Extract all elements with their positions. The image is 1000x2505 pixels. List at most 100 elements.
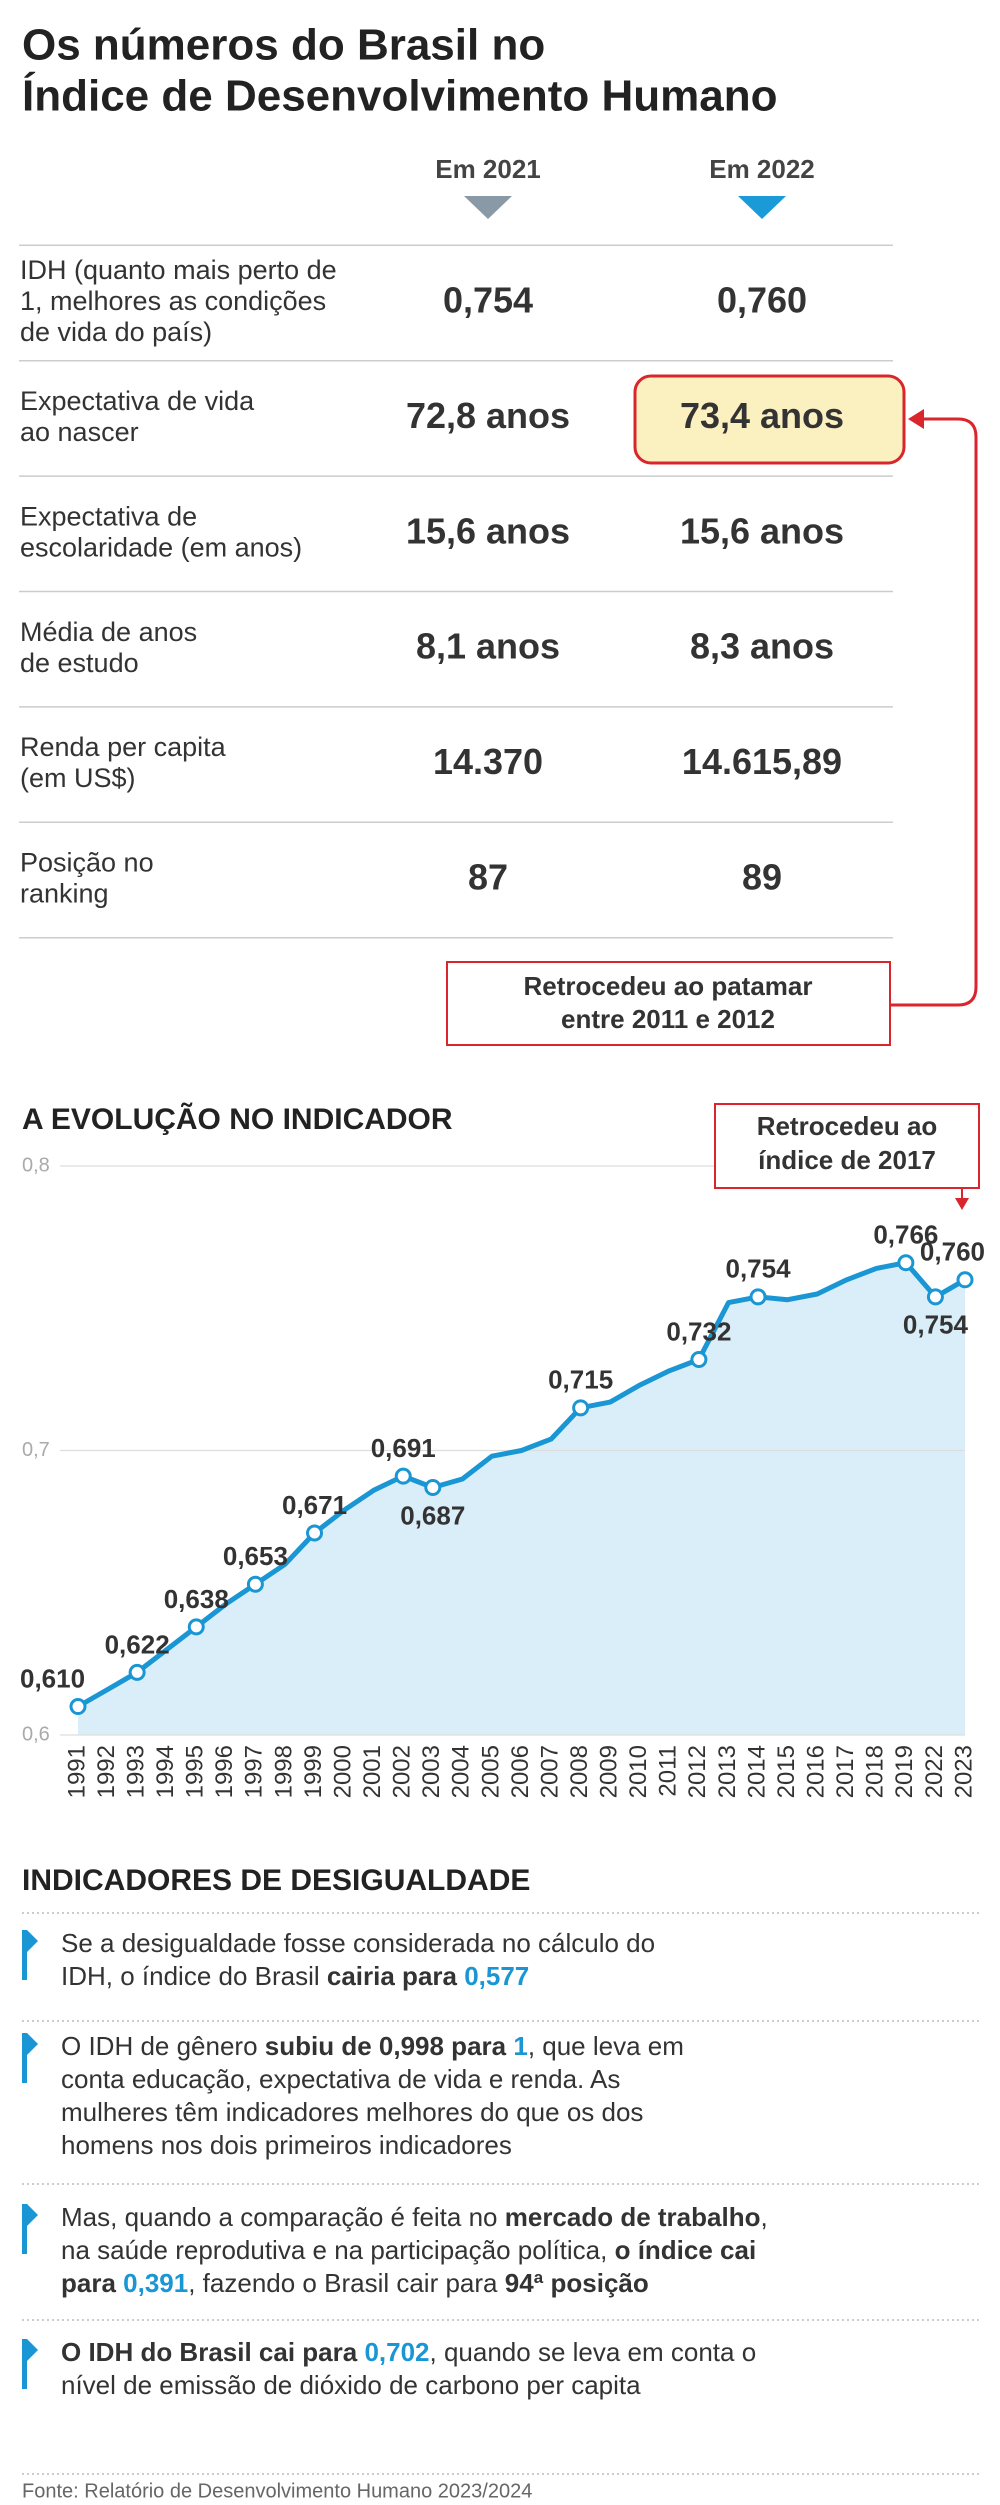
x-tick-label: 2012 — [684, 1745, 711, 1798]
header-triangle — [464, 196, 512, 219]
point — [956, 1271, 974, 1289]
point — [187, 1618, 205, 1636]
x-tick-label: 1996 — [211, 1745, 238, 1798]
cell-value: 72,8 anos — [406, 395, 570, 436]
x-tick-label: 2013 — [714, 1745, 741, 1798]
callout-text: entre 2011 e 2012 — [561, 1004, 775, 1034]
x-tick-label: 1995 — [182, 1745, 209, 1798]
value-label: 0,760 — [920, 1237, 985, 1267]
row-label: 1, melhores as condições — [20, 286, 326, 316]
x-tick-label: 2000 — [329, 1745, 356, 1798]
bullet-marker — [22, 1930, 38, 1980]
row-label: IDH (quanto mais perto de — [20, 255, 337, 285]
x-tick-label: 2003 — [418, 1745, 445, 1798]
bullet-line: Mas, quando a comparação é feita no merc… — [61, 2202, 768, 2232]
section-title: INDICADORES DE DESIGUALDADE — [22, 1864, 530, 1897]
cell-value: 73,4 anos — [680, 395, 844, 436]
x-tick-label: 2016 — [803, 1745, 830, 1798]
text-part: conta educação, expectativa de vida e re… — [61, 2064, 620, 2094]
cell-value: 8,1 anos — [416, 626, 560, 667]
x-tick-label: 2017 — [832, 1745, 859, 1798]
x-tick-label: 2006 — [507, 1745, 534, 1798]
x-tick-label: 2022 — [921, 1745, 948, 1798]
value-label: 0,671 — [282, 1490, 347, 1520]
text-part: mercado de trabalho — [505, 2202, 761, 2232]
chart-title: A EVOLUÇÃO NO INDICADOR — [22, 1102, 453, 1136]
bullet-line: IDH, o índice do Brasil cairia para 0,57… — [61, 1961, 529, 1991]
point — [690, 1350, 708, 1368]
point — [306, 1524, 324, 1542]
source: Fonte: Relatório de Desenvolvimento Huma… — [22, 2480, 532, 2502]
x-tick-label: 2010 — [625, 1745, 652, 1798]
arrow-head — [908, 409, 924, 429]
x-tick-label: 2008 — [566, 1745, 593, 1798]
value-label: 0,732 — [666, 1316, 731, 1346]
row-label: Renda per capita — [20, 732, 227, 762]
text-part: nível de emissão de dióxido de carbono p… — [61, 2370, 641, 2400]
cell-value: 0,754 — [443, 280, 533, 321]
row-label: escolaridade (em anos) — [20, 532, 302, 562]
row-label: Posição no — [20, 848, 154, 878]
x-tick-label: 2001 — [359, 1745, 386, 1798]
cell-value: 87 — [468, 857, 508, 898]
callout-arrow — [890, 417, 978, 1007]
row-label: ranking — [20, 879, 109, 909]
x-tick-label: 2009 — [596, 1745, 623, 1798]
point — [897, 1254, 915, 1272]
x-tick-label: 2002 — [389, 1745, 416, 1798]
bullet-line: na saúde reprodutiva e na participação p… — [61, 2235, 756, 2265]
value-label: 0,715 — [548, 1365, 613, 1395]
x-tick-label: 2004 — [448, 1745, 475, 1798]
text-part: , que leva em — [528, 2031, 684, 2061]
area — [78, 1262, 965, 1735]
row-label: Expectativa de — [20, 501, 197, 531]
annotation-text: Retrocedeu ao — [757, 1111, 938, 1141]
row-label: Média de anos — [20, 617, 197, 647]
column-header: Em 2022 — [709, 154, 815, 184]
row-label: Expectativa de vida — [20, 386, 255, 416]
x-tick-label: 1999 — [300, 1745, 327, 1798]
x-tick-label: 1997 — [241, 1745, 268, 1798]
bullet-marker — [22, 2204, 38, 2254]
text-part: para — [61, 2268, 123, 2298]
x-tick-label: 1991 — [63, 1745, 90, 1798]
row-label: de estudo — [20, 648, 139, 678]
value-label: 0,610 — [20, 1663, 85, 1693]
row-label: de vida do país) — [20, 317, 212, 347]
value-label: 0,766 — [873, 1220, 938, 1250]
text-part: Mas, quando a comparação é feita no — [61, 2202, 505, 2232]
x-tick-label: 2015 — [773, 1745, 800, 1798]
value-label: 0,638 — [164, 1584, 229, 1614]
text-part: cairia para — [327, 1961, 464, 1991]
cell-value: 89 — [742, 857, 782, 898]
bullet-line: mulheres têm indicadores melhores do que… — [61, 2097, 643, 2127]
cell-value: 14.615,89 — [682, 741, 842, 782]
value-label: 0,622 — [105, 1629, 170, 1659]
y-tick-label: 0,7 — [22, 1439, 50, 1461]
x-tick-label: 2018 — [862, 1745, 889, 1798]
column-header: Em 2021 — [435, 154, 541, 184]
x-tick-label: 2007 — [536, 1745, 563, 1798]
bullet-line: nível de emissão de dióxido de carbono p… — [61, 2370, 641, 2400]
point — [572, 1399, 590, 1417]
title-line: Os números do Brasil no — [22, 21, 545, 70]
text-part: 94ª posição — [505, 2268, 649, 2298]
annotation-box — [714, 1103, 980, 1189]
text-part: na saúde reprodutiva e na participação p… — [61, 2235, 615, 2265]
cell-value: 8,3 anos — [690, 626, 834, 667]
value-label: 0,691 — [371, 1433, 436, 1463]
text-part: , quando se leva em conta o — [430, 2337, 757, 2367]
highlight-box — [633, 374, 906, 465]
callout-box — [446, 961, 891, 1046]
point — [246, 1575, 264, 1593]
text-part: 0,577 — [464, 1961, 529, 1991]
bullet-line: homens nos dois primeiros indicadores — [61, 2130, 512, 2160]
cell-value: 15,6 anos — [680, 510, 844, 551]
text-part: 0,702 — [364, 2337, 429, 2367]
title-line: Índice de Desenvolvimento Humano — [22, 71, 778, 121]
point — [394, 1467, 412, 1485]
cell-value: 14.370 — [433, 741, 543, 782]
text-part: O IDH do Brasil cai para — [61, 2337, 364, 2367]
